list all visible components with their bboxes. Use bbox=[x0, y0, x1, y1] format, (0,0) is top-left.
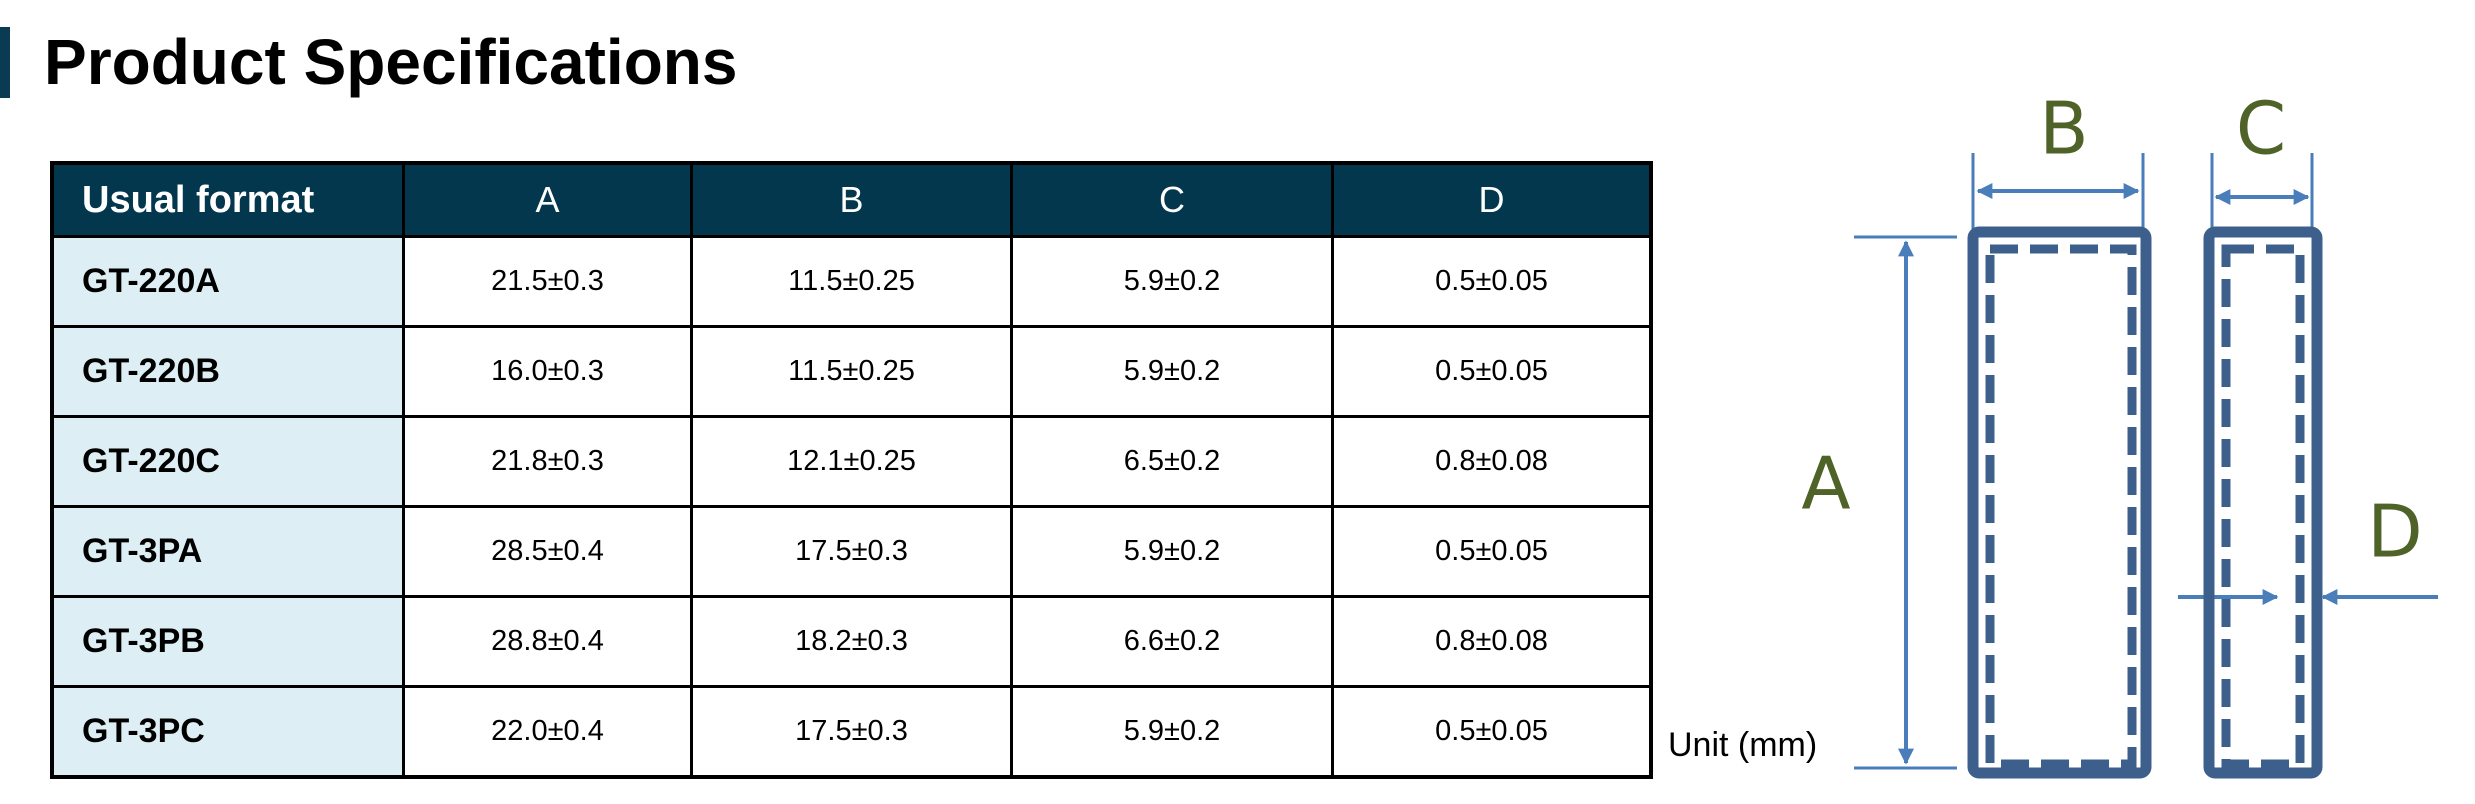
row-header: GT-220C bbox=[50, 415, 405, 508]
column-header: C bbox=[1010, 161, 1334, 238]
table-cell: 5.9±0.2 bbox=[1010, 505, 1334, 598]
table-row: GT-220A 21.5±0.3 11.5±0.25 5.9±0.2 0.5±0.05 bbox=[50, 235, 1653, 328]
table-row: GT-3PC 22.0±0.4 17.5±0.3 5.9±0.2 0.5±0.05 bbox=[50, 685, 1653, 779]
table-cell: 0.8±0.08 bbox=[1331, 595, 1653, 688]
table-cell: 0.5±0.05 bbox=[1331, 235, 1653, 328]
table-body: GT-220A 21.5±0.3 11.5±0.25 5.9±0.2 0.5±0.05 G… bbox=[50, 235, 1653, 779]
column-header: B bbox=[690, 161, 1013, 238]
table-cell: 16.0±0.3 bbox=[402, 325, 693, 418]
table-cell: 11.5±0.25 bbox=[690, 235, 1013, 328]
title-accent bbox=[0, 27, 10, 98]
table-cell: 12.1±0.25 bbox=[690, 415, 1013, 508]
unit-note: Unit (mm) bbox=[1668, 726, 1818, 764]
table-cell: 0.8±0.08 bbox=[1331, 415, 1653, 508]
page-title: Product Specifications bbox=[44, 26, 738, 98]
table-cell: 28.8±0.4 bbox=[402, 595, 693, 688]
small-dashed bbox=[2221, 244, 2305, 769]
spec-table: Usual format A B C D GT-220A 21.5±0.3 11.5±0.2… bbox=[50, 161, 1653, 779]
row-header: GT-3PC bbox=[50, 685, 405, 779]
table-cell: 6.5±0.2 bbox=[1010, 415, 1334, 508]
table-row: GT-220B 16.0±0.3 11.5±0.25 5.9±0.2 0.5±0.05 bbox=[50, 325, 1653, 418]
column-header: D bbox=[1331, 161, 1653, 238]
table-cell: 11.5±0.25 bbox=[690, 325, 1013, 418]
table-cell: 0.5±0.05 bbox=[1331, 685, 1653, 779]
table-cell: 21.8±0.3 bbox=[402, 415, 693, 508]
table-row: GT-3PA 28.5±0.4 17.5±0.3 5.9±0.2 0.5±0.05 bbox=[50, 505, 1653, 598]
dim-label: D bbox=[2367, 490, 2422, 574]
row-header: GT-3PA bbox=[50, 505, 405, 598]
table-cell: 0.5±0.05 bbox=[1331, 505, 1653, 598]
table-cell: 22.0±0.4 bbox=[402, 685, 693, 779]
table-cell: 21.5±0.3 bbox=[402, 235, 693, 328]
large-outline bbox=[1967, 226, 2152, 779]
table-cell: 5.9±0.2 bbox=[1010, 685, 1334, 779]
small-outline bbox=[2203, 226, 2323, 779]
table-cell: 28.5±0.4 bbox=[402, 505, 693, 598]
table-cell: 6.6±0.2 bbox=[1010, 595, 1334, 688]
column-header: A bbox=[402, 161, 693, 238]
header-row: Usual format A B C D bbox=[50, 161, 1653, 238]
column-header: Usual format bbox=[50, 161, 405, 238]
dim-label: B bbox=[2039, 87, 2088, 171]
row-header: GT-3PB bbox=[50, 595, 405, 688]
row-header: GT-220B bbox=[50, 325, 405, 418]
table-cell: 5.9±0.2 bbox=[1010, 235, 1334, 328]
table-cell: 18.2±0.3 bbox=[690, 595, 1013, 688]
table-cell: 0.5±0.05 bbox=[1331, 325, 1653, 418]
table-cell: 5.9±0.2 bbox=[1010, 325, 1334, 418]
table-cell: 17.5±0.3 bbox=[690, 685, 1013, 779]
dim-label: C bbox=[2236, 87, 2286, 171]
large-dashed bbox=[1985, 244, 2137, 769]
dim-label: A bbox=[1801, 442, 1850, 526]
row-header: GT-220A bbox=[50, 235, 405, 328]
table-cell: 17.5±0.3 bbox=[690, 505, 1013, 598]
table-row: GT-3PB 28.8±0.4 18.2±0.3 6.6±0.2 0.8±0.08 bbox=[50, 595, 1653, 688]
table-row: GT-220C 21.8±0.3 12.1±0.25 6.5±0.2 0.8±0.08 bbox=[50, 415, 1653, 508]
